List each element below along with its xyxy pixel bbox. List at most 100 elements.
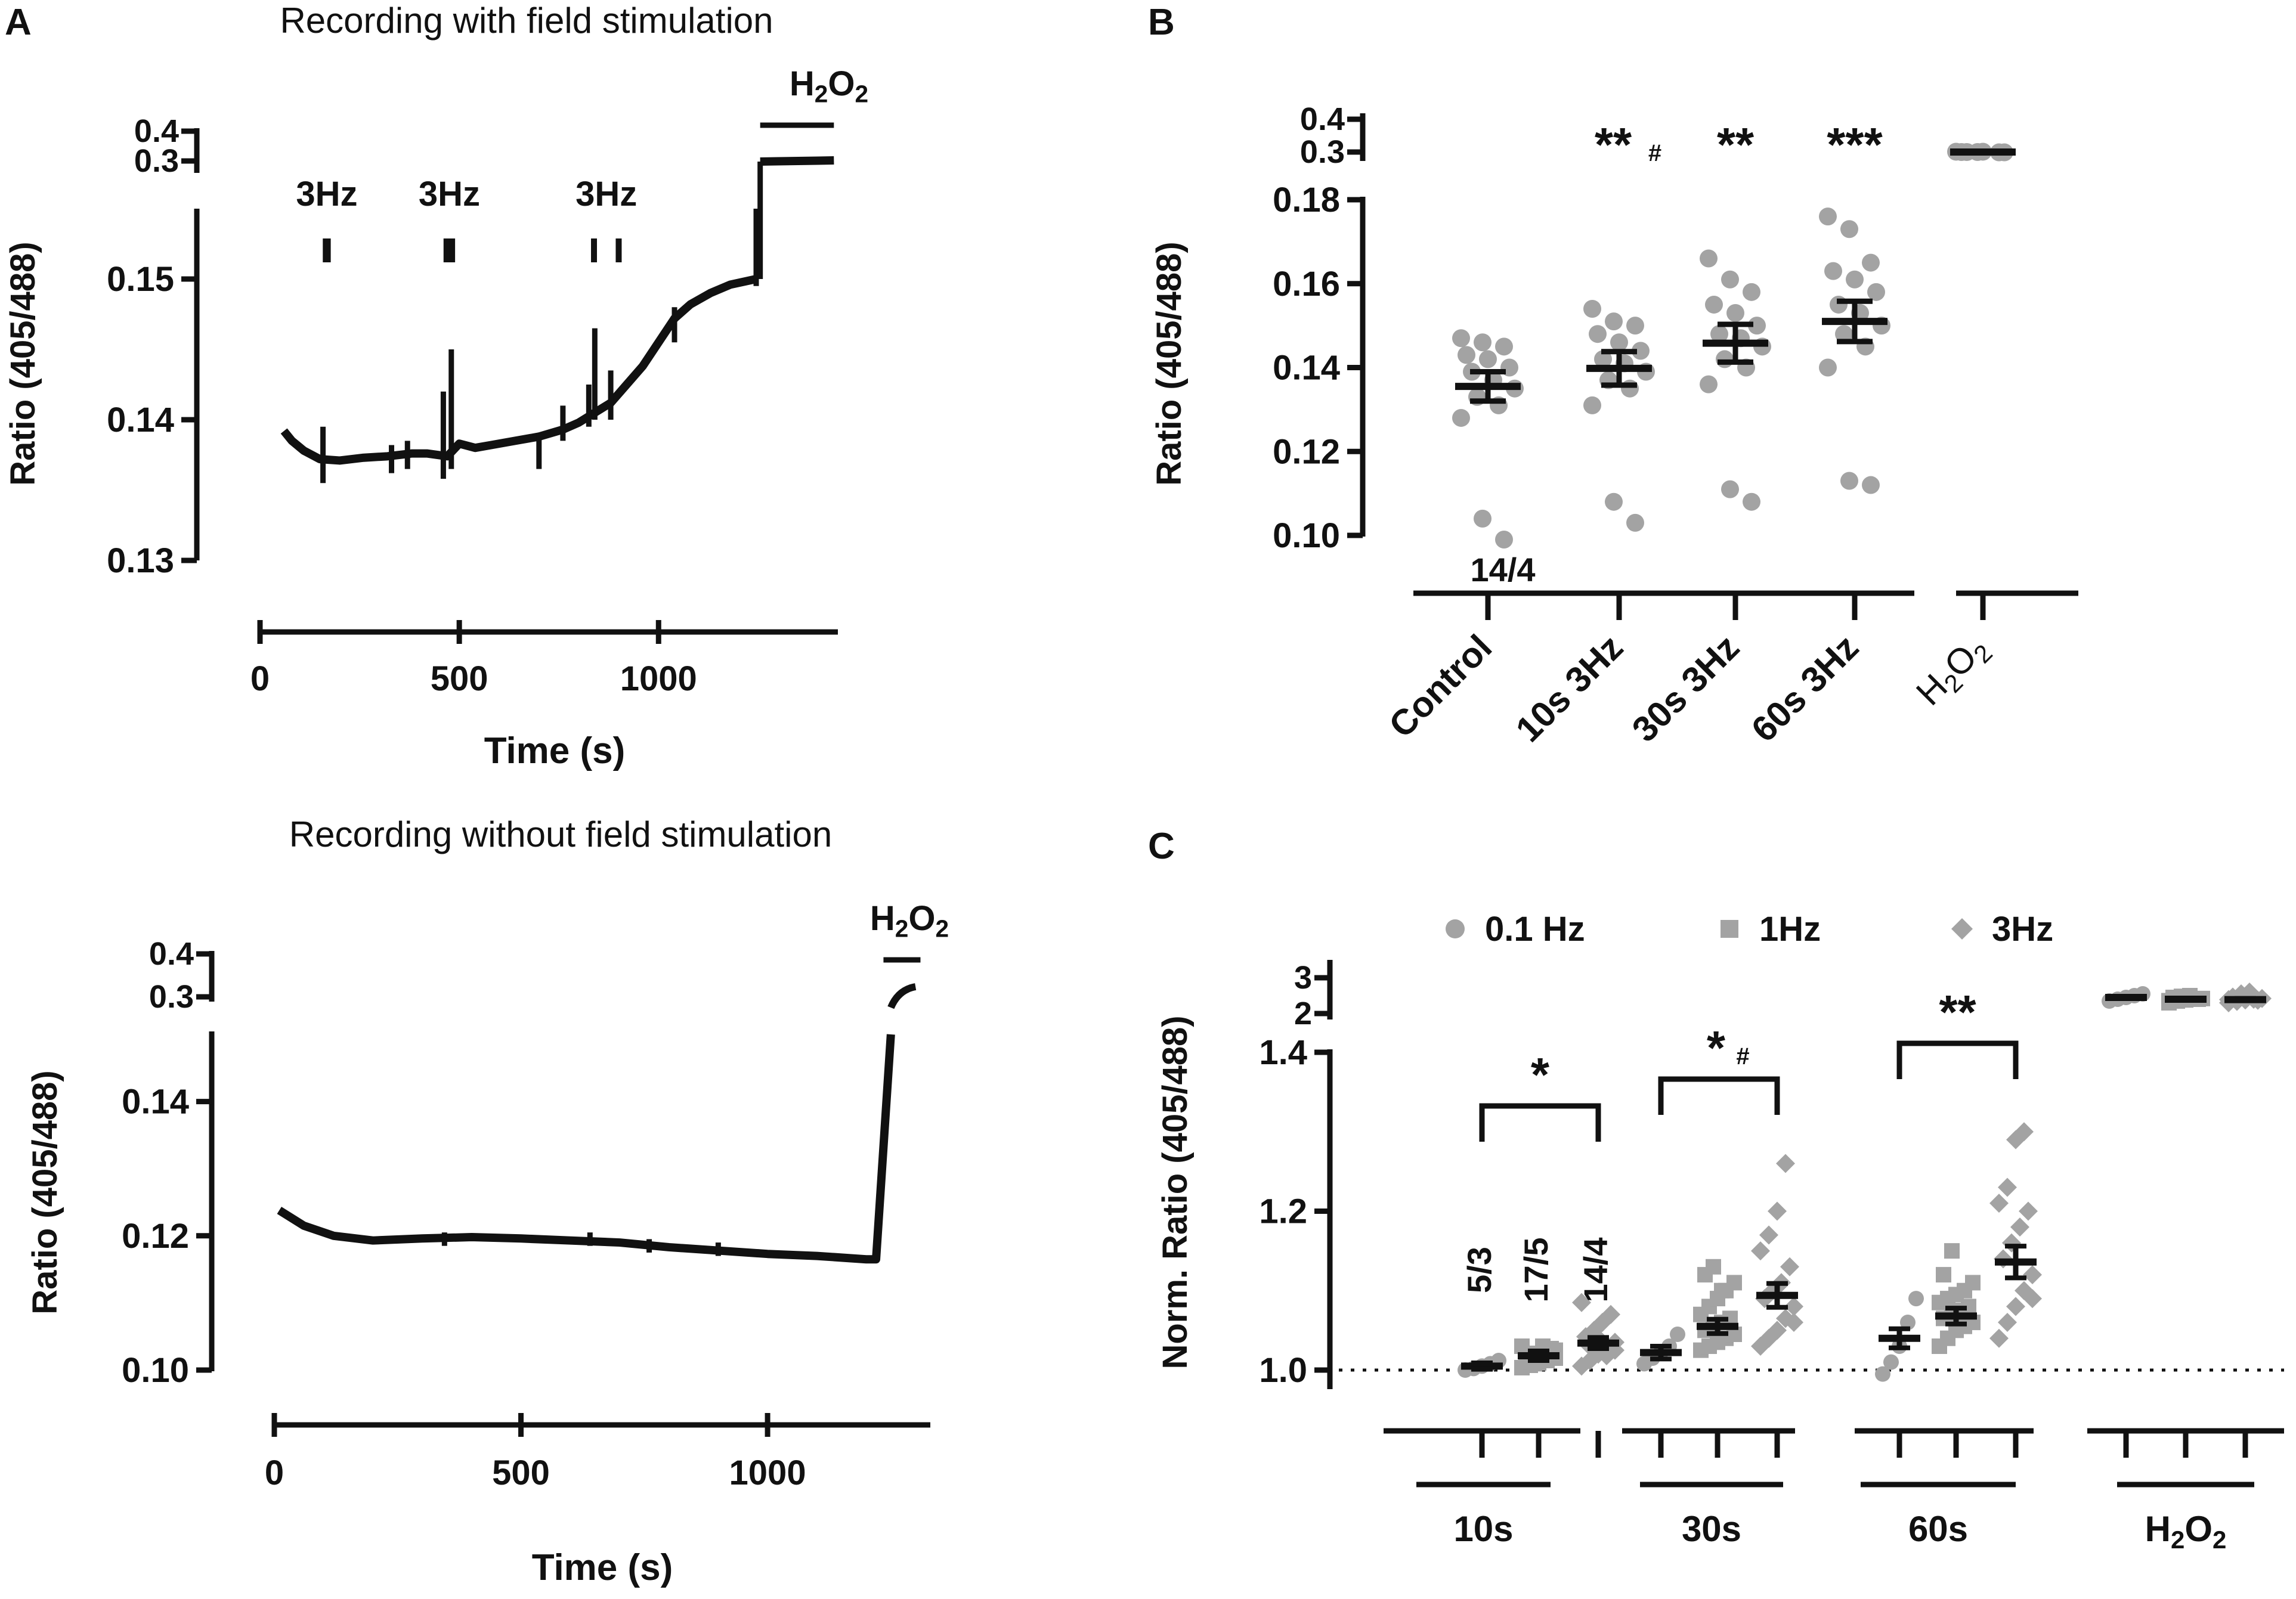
- data-point: [1900, 1315, 1916, 1331]
- a1-y-tick-label: 0.13: [107, 541, 174, 580]
- stim-label: 3Hz: [575, 175, 637, 213]
- data-point: [1846, 270, 1864, 289]
- data-point: [1610, 333, 1628, 352]
- trace-line: [277, 1034, 895, 1264]
- c-y-tick-label: 1.4: [1259, 1033, 1307, 1072]
- legend-label: 1Hz: [1759, 910, 1821, 949]
- data-point: [1705, 295, 1723, 314]
- data-point: [1944, 1243, 1960, 1259]
- legend-marker: [1951, 918, 1973, 940]
- h2o2-label-part: H: [870, 899, 895, 938]
- data-point: [1589, 325, 1607, 343]
- x-tick-label: 30s 3Hz: [1624, 627, 1747, 749]
- stim-label: 3Hz: [419, 175, 480, 213]
- data-point: [1867, 283, 1885, 301]
- a2-y-tick-label: 0.12: [122, 1217, 189, 1256]
- data-point: [1474, 333, 1492, 352]
- y-axis-label: Ratio (405/488): [1150, 241, 1189, 485]
- data-point: [1626, 513, 1644, 532]
- data-point: [1583, 299, 1601, 318]
- significance-label: *: [1531, 1048, 1550, 1101]
- h2o2-label-part: 2: [815, 80, 828, 108]
- data-point: [1840, 472, 1858, 490]
- group-label: H2O2: [2145, 1509, 2227, 1554]
- legend-marker: [1721, 920, 1738, 938]
- data-point: [1743, 283, 1760, 301]
- data-point: [1751, 1241, 1770, 1261]
- n-label: 17/5: [1517, 1238, 1555, 1303]
- data-point: [1495, 531, 1513, 549]
- h2o2-label: H2O2: [790, 64, 868, 108]
- trace-line: [280, 275, 757, 465]
- data-point: [1479, 350, 1497, 368]
- panel-label-b: B: [1148, 2, 1175, 43]
- data-point: [2019, 1201, 2038, 1221]
- group-label: 30s: [1682, 1509, 1741, 1549]
- chart-a1: Recording with field stimulation 0.13 0.14…: [4, 1, 868, 771]
- data-point: [1908, 1291, 1924, 1307]
- panel-label-c: C: [1148, 826, 1175, 867]
- data-point: [1605, 492, 1623, 511]
- data-point: [1936, 1267, 1951, 1283]
- significance-bracket: [1658, 1076, 1780, 1115]
- c-y-break-tick-label: 2: [1294, 996, 1312, 1031]
- group-label-part: H: [2145, 1509, 2171, 1549]
- significance-hash: #: [1648, 140, 1661, 166]
- data-point: [1784, 1313, 1803, 1332]
- data-point: [1710, 325, 1728, 343]
- b-y-tick-label: 0.18: [1273, 181, 1340, 219]
- h2o2-label-part: O: [828, 64, 855, 103]
- data-point: [1743, 492, 1760, 511]
- data-point: [2023, 1289, 2042, 1309]
- significance-bracket: [1479, 1103, 1601, 1142]
- data-point: [1998, 1177, 2017, 1197]
- n-label: 5/3: [1460, 1247, 1498, 1293]
- a2-y-tick-label: 0.10: [122, 1351, 189, 1390]
- data-point: [1601, 1304, 1620, 1324]
- significance-label: **: [1717, 118, 1755, 171]
- data-point: [1583, 396, 1601, 414]
- x-tick-label: 0: [265, 1454, 284, 1492]
- data-point: [1989, 1328, 2009, 1348]
- data-point: [1714, 1282, 1729, 1299]
- data-point: [1700, 375, 1718, 393]
- data-point: [1862, 253, 1880, 272]
- data-point: [2015, 1122, 2034, 1142]
- trace-after-h2o2: [760, 156, 834, 166]
- data-point: [1759, 1225, 1778, 1245]
- data-point: [1784, 1297, 1803, 1316]
- data-point: [2006, 1297, 2025, 1316]
- x-tick-label: 10s 3Hz: [1508, 627, 1630, 749]
- x-tick-label: 500: [431, 659, 488, 698]
- data-point: [1474, 509, 1492, 528]
- x-tick-label: 1000: [620, 659, 697, 698]
- x-axis-label: Time (s): [532, 1547, 673, 1588]
- chart-b: Ratio (405/488) 0.10 0.12 0.14 0.16 0.18 0.30.…: [1150, 101, 2078, 749]
- data-point: [1721, 270, 1739, 289]
- significance-label: **: [1595, 118, 1632, 171]
- data-point: [2023, 1265, 2042, 1285]
- data-point: [1862, 476, 1880, 494]
- data-point: [1700, 249, 1718, 268]
- data-point: [1452, 408, 1470, 427]
- y-axis-label: Ratio (405/488): [4, 241, 42, 485]
- data-point: [1495, 337, 1513, 356]
- b-y-break-tick-label: 0.3: [1300, 134, 1345, 170]
- data-point: [1875, 1366, 1890, 1382]
- data-point: [1835, 325, 1853, 343]
- a2-y-tick-label: 0.14: [122, 1083, 189, 1121]
- c-y-tick-label: 1.0: [1259, 1351, 1307, 1390]
- data-point: [1780, 1257, 1799, 1276]
- data-point: [1883, 1354, 1899, 1370]
- x-tick-label: H2O2: [1908, 627, 1998, 717]
- panel-label-a: A: [5, 2, 32, 43]
- data-point: [1458, 346, 1475, 364]
- c-y-break-tick-label: 3: [1294, 960, 1312, 996]
- trace-after-h2o2: [887, 983, 917, 1009]
- data-point: [1716, 350, 1734, 368]
- significance-label: **: [1939, 986, 1976, 1039]
- data-point: [1721, 480, 1739, 498]
- group-label-part: 2: [2213, 1526, 2226, 1554]
- data-point: [1998, 1313, 2017, 1332]
